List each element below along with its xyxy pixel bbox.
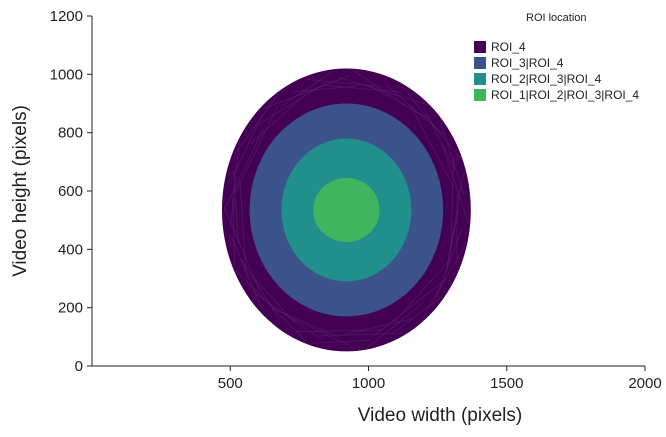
plot-area: [221, 68, 471, 352]
trajectory-line: [223, 206, 260, 291]
legend-title: ROI location: [526, 12, 587, 24]
x-axis-title: Video width (pixels): [358, 405, 522, 426]
trajectory-line: [305, 78, 380, 87]
y-tick-label: 0: [75, 358, 83, 375]
trajectory-line: [368, 302, 424, 348]
x-tick-label: 1500: [490, 375, 523, 392]
trajectory-line: [296, 329, 384, 332]
y-tick-label: 1200: [50, 8, 83, 25]
y-tick-label: 200: [58, 300, 83, 317]
trajectory-line: [250, 94, 306, 145]
trajectory-line: [440, 122, 465, 195]
trajectory-line: [233, 115, 263, 175]
trajectory-line: [435, 227, 463, 298]
roi-region-4: [313, 177, 380, 243]
trajectory-line: [354, 71, 406, 106]
trajectory-line: [229, 233, 264, 312]
trajectory-line: [410, 105, 455, 189]
legend-label: ROI_3|ROI_4: [491, 56, 564, 70]
trajectory-line: [390, 297, 442, 335]
legend: ROI_4 ROI_3|ROI_4 ROI_2|ROI_3|ROI_4 ROI_1|R…: [474, 40, 639, 102]
legend-swatch: [474, 73, 486, 85]
trajectory-line: [338, 76, 427, 105]
trajectory-line: [323, 84, 404, 93]
trajectory-line: [234, 94, 279, 155]
trajectory-line: [425, 112, 455, 170]
x-tick-label: 1000: [352, 375, 385, 392]
y-tick-label: 400: [58, 241, 83, 258]
trajectory-line: [255, 279, 296, 324]
trajectory-line: [320, 332, 403, 337]
trajectory-line: [373, 278, 447, 336]
y-tick-label: 800: [58, 125, 83, 142]
trajectory-line: [230, 142, 240, 229]
legend-label: ROI_4: [491, 40, 526, 54]
trajectory-line: [235, 107, 278, 193]
trajectory-line: [232, 198, 235, 266]
y-tick-label: 1000: [50, 66, 83, 83]
trajectory-line: [281, 71, 333, 107]
trajectory-line: [224, 128, 264, 211]
x-tick-label: 2000: [628, 375, 661, 392]
y-tick-label: 600: [58, 183, 83, 200]
ticks: 0 200 400 600 800 1000 1200 500 1000 1500 2000: [50, 8, 662, 392]
trajectory-line: [445, 172, 465, 273]
trajectory-line: [420, 247, 465, 321]
trajectory-line: [293, 318, 355, 349]
trajectory-line: [240, 258, 280, 319]
legend-swatch: [474, 57, 486, 69]
y-axis-title: Video height (pixels): [10, 105, 31, 277]
trajectory-line: [263, 75, 350, 109]
trajectory-texture: [223, 71, 469, 349]
trajectory-line: [368, 85, 427, 118]
trajectory-line: [450, 156, 455, 247]
legend-label: ROI_2|ROI_3|ROI_4: [491, 72, 602, 86]
x-tick-label: 500: [218, 375, 243, 392]
trajectory-line: [343, 318, 414, 335]
trajectory-line: [393, 260, 450, 323]
trajectory-line: [441, 143, 469, 224]
trajectory-line: [252, 291, 323, 341]
legend-swatch: [474, 41, 486, 53]
legend-swatch: [474, 89, 486, 101]
trajectory-line: [232, 170, 239, 245]
trajectory-line: [239, 181, 247, 280]
legend-label: ROI_1|ROI_2|ROI_3|ROI_4: [491, 88, 639, 102]
